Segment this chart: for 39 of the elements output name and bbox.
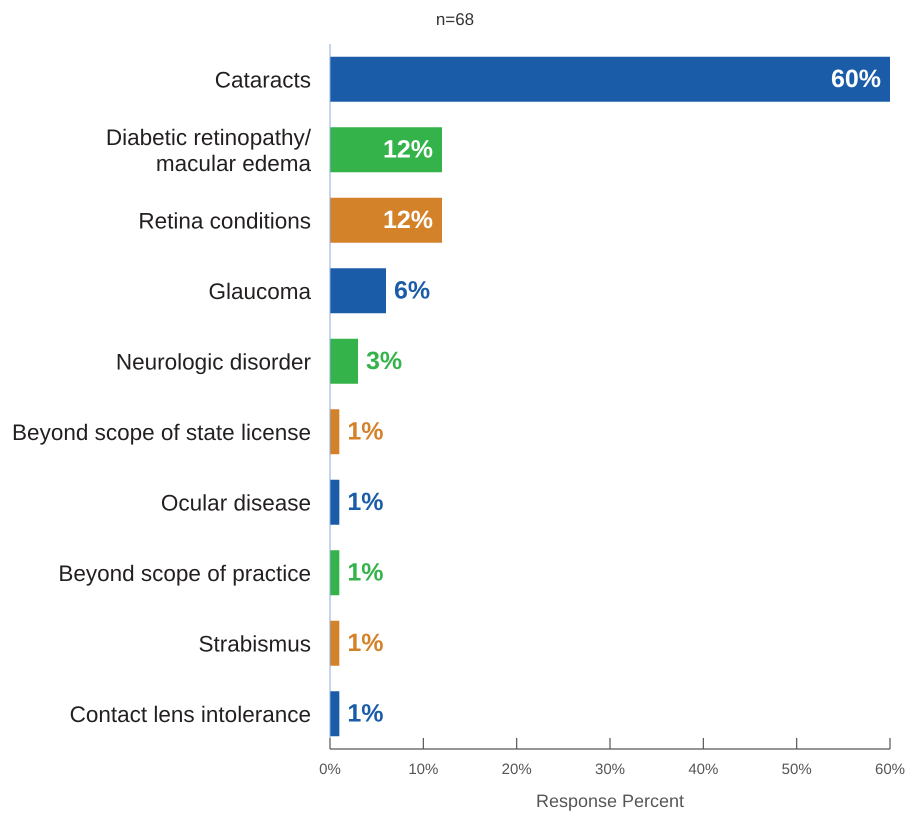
y-tick-label: Diabetic retinopathy/ macular edema [106,124,312,176]
data-label: 12% [382,136,433,164]
x-axis-title: Response Percent [536,791,684,811]
y-tick-label: Ocular disease [160,490,311,515]
x-tick-label: 60% [874,761,906,778]
bar [330,620,340,666]
x-tick-label: 10% [408,761,438,778]
bar [330,268,386,314]
data-label: 12% [382,206,433,234]
x-tick-label: 40% [688,761,718,778]
bar [330,691,340,736]
bar [330,198,442,243]
data-label: 60% [830,65,881,94]
bar [330,127,442,172]
y-tick-label: Glaucoma [208,278,312,304]
x-tick-label: 50% [782,761,812,778]
bar [330,480,340,525]
y-tick-label: Contact lens intolerance [70,701,311,726]
x-tick-label: 0% [319,761,341,778]
y-tick-label: Beyond scope of state license [12,419,311,444]
y-tick-label: Beyond scope of practice [58,560,311,586]
x-tick-label: 20% [502,761,532,778]
y-tick-label: Neurologic disorder [116,348,312,374]
x-tick-label: 30% [594,761,626,778]
bar [330,56,890,102]
y-tick-label: Cataracts [214,66,311,92]
y-tick-label: Retina conditions [138,208,311,233]
data-label: 1% [347,558,384,587]
data-label: 3% [366,347,402,376]
data-label: 1% [347,418,384,446]
bar [330,550,340,596]
chart-title: n=68 [434,10,476,30]
data-label: 1% [347,700,384,728]
y-tick-label: Strabismus [198,630,311,656]
bar [330,409,340,454]
data-label: 6% [394,276,430,305]
bar [330,338,358,384]
data-label: 1% [347,629,384,658]
data-label: 1% [347,488,384,516]
